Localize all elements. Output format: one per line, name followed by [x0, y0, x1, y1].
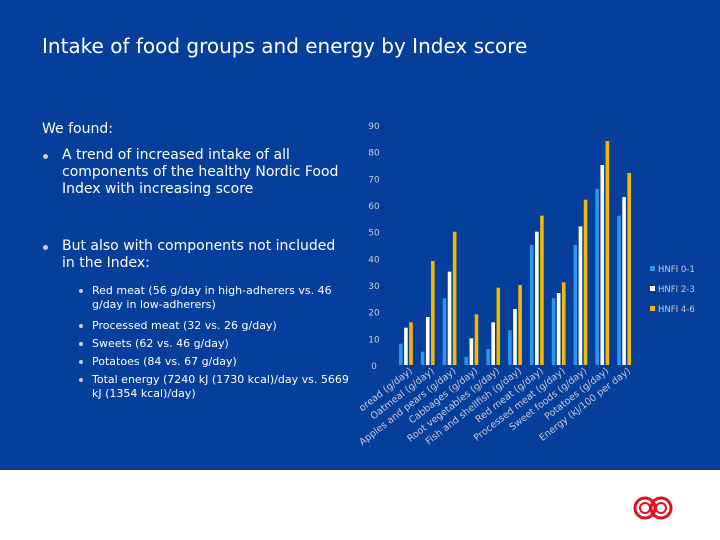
sub-bullet-dot-icon [79, 360, 83, 364]
sub-bullet-dot-icon [79, 289, 83, 293]
bar [474, 314, 479, 365]
sub-bullet-dot-icon [79, 342, 83, 346]
sub-bullet-processed-meat: Processed meat (32 vs. 26 g/day) [79, 319, 352, 333]
bar [508, 330, 512, 365]
sub-bullet-text: Red meat (56 g/day in high-adherers vs. … [92, 284, 332, 312]
y-tick-label: 80 [368, 149, 380, 159]
sub-bullet-red-meat: Red meat (56 g/day in high-adherers vs. … [79, 284, 352, 313]
y-tick-label: 90 [368, 122, 380, 132]
bar [513, 309, 517, 365]
bullet-text: A trend of increased intake of all compo… [62, 147, 339, 197]
bullet-other-components: But also with components not included in… [43, 238, 347, 272]
legend-swatch [650, 286, 655, 291]
bullet-trend: A trend of increased intake of all compo… [43, 147, 347, 197]
bar [452, 231, 457, 365]
sub-bullet-text: Potatoes (84 vs. 67 g/day) [92, 355, 237, 368]
slide-background: Intake of food groups and energy by Inde… [0, 0, 720, 470]
bar [561, 282, 566, 365]
bar [578, 226, 583, 365]
sub-bullet-text: Total energy (7240 kJ (1730 kcal)/day vs… [92, 373, 349, 401]
sub-bullet-text: Sweets (62 vs. 46 g/day) [92, 337, 229, 350]
bar [496, 287, 501, 365]
infinity-logo-icon [633, 496, 673, 520]
y-tick-label: 50 [368, 229, 380, 239]
bar [404, 327, 408, 365]
legend-swatch [650, 306, 655, 311]
bar [551, 298, 556, 365]
y-tick-label: 0 [371, 362, 377, 372]
bar [529, 245, 534, 365]
bar [622, 197, 626, 365]
legend-label: HNFI 2-3 [658, 285, 695, 295]
bullet-dot-icon [43, 154, 48, 159]
sub-bullet-dot-icon [79, 378, 83, 382]
bar [518, 285, 522, 365]
bar [431, 261, 435, 365]
bar [583, 199, 588, 365]
sub-bullet-total-energy: Total energy (7240 kJ (1730 kcal)/day vs… [79, 373, 352, 402]
legend-swatch [650, 266, 655, 271]
y-tick-label: 60 [368, 202, 380, 212]
bar [409, 322, 413, 365]
y-tick-label: 40 [368, 255, 380, 265]
y-tick-label: 20 [368, 309, 380, 319]
bar [540, 215, 544, 365]
bar [447, 271, 452, 365]
sub-bullet-text: Processed meat (32 vs. 26 g/day) [92, 319, 277, 332]
bar [595, 189, 599, 365]
bar [600, 165, 605, 365]
bullet-text: But also with components not included in… [62, 238, 336, 271]
sub-bullet-potatoes: Potatoes (84 vs. 67 g/day) [79, 355, 352, 369]
bar [605, 141, 610, 365]
bar [617, 215, 621, 365]
findings-heading: We found: [42, 121, 113, 137]
bar [420, 351, 425, 365]
bar [535, 231, 539, 365]
bar-chart: 0102030405060708090Whole grain bread (g/… [360, 122, 695, 451]
y-tick-label: 70 [368, 175, 380, 185]
bar [425, 317, 430, 365]
bar [556, 293, 561, 365]
y-tick-label: 10 [368, 335, 380, 345]
sub-bullet-dot-icon [79, 324, 83, 328]
slide-title: Intake of food groups and energy by Inde… [42, 34, 528, 58]
bullet-dot-icon [43, 245, 48, 250]
bar [491, 322, 495, 365]
bar [573, 245, 578, 365]
y-tick-label: 30 [368, 282, 380, 292]
bar [627, 173, 631, 365]
bar [469, 338, 474, 365]
bar [486, 349, 490, 365]
bar [464, 357, 469, 365]
sub-bullet-sweets: Sweets (62 vs. 46 g/day) [79, 337, 352, 351]
bar [442, 298, 447, 365]
bar [399, 343, 403, 365]
legend-label: HNFI 0-1 [658, 265, 695, 275]
legend-label: HNFI 4-6 [658, 305, 695, 315]
